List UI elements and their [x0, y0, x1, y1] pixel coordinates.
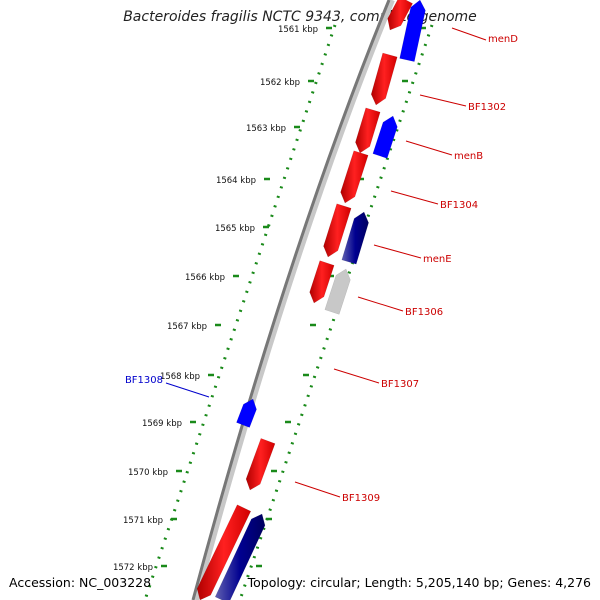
ruler-ticks: 1561 kbp 1562 kbp 1563 kbp 1564 kbp 1565 kbp… [113, 25, 426, 573]
bf1308-gene-arrow[interactable] [236, 398, 257, 428]
label-leader-line [294, 481, 341, 498]
ruler-outer-dotted [143, 24, 337, 600]
bf1304-gene-arrow[interactable] [355, 107, 381, 154]
label-leader-line [373, 244, 422, 259]
label-leader-line [357, 296, 404, 312]
gene-label-bf1307[interactable]: BF1307 [381, 379, 419, 390]
label-leader-line [390, 190, 439, 205]
ruler-tick-label: 1571 kbp [123, 516, 163, 526]
label-leader-line [333, 368, 380, 384]
label-leader-line [405, 140, 453, 156]
accession-text: Accession: NC_003228 [9, 575, 152, 590]
gene-label-bf1308[interactable]: BF1308 [125, 375, 163, 386]
gene-label-bf1302[interactable]: BF1302 [468, 102, 506, 113]
bf1302-gene-arrow[interactable] [370, 52, 398, 106]
ruler-tick-label: 1565 kbp [215, 224, 255, 234]
gene-label-bf1304[interactable]: BF1304 [440, 200, 478, 211]
ruler-tick-label: 1566 kbp [185, 273, 225, 283]
menb-gene-arrow[interactable] [372, 115, 398, 159]
gene-label-mene[interactable]: menE [423, 254, 452, 265]
label-leader-line [165, 382, 210, 398]
gene-arrow[interactable] [324, 268, 351, 315]
gene-labels: menD BF1302 menB BF1304 menE BF1306 BF1307 BF13… [125, 27, 518, 504]
ruler-tick-label: 1564 kbp [216, 176, 256, 186]
bf1307-gene-arrow[interactable] [309, 260, 335, 304]
mend-gene-arrow[interactable] [387, 0, 413, 31]
ruler-tick-label: 1569 kbp [142, 419, 182, 429]
gene-label-bf1309[interactable]: BF1309 [342, 493, 380, 504]
ruler-tick-label: 1563 kbp [246, 124, 286, 134]
ruler-tick-label: 1567 kbp [167, 322, 207, 332]
gene-arrow[interactable] [399, 0, 426, 62]
ruler-tick-label: 1568 kbp [160, 372, 200, 382]
gene-arrow[interactable] [214, 513, 266, 600]
bf1306-gene-arrow[interactable] [323, 203, 352, 258]
gene-label-mend[interactable]: menD [488, 34, 518, 45]
gene-features [196, 0, 426, 600]
gene-label-menb[interactable]: menB [454, 151, 483, 162]
backbone [191, 0, 391, 600]
backbone-shadow [193, 0, 395, 600]
ruler-inner-dotted [238, 24, 434, 600]
label-leader-line [419, 94, 467, 107]
mene-gene-arrow[interactable] [340, 150, 369, 204]
gene-label-bf1306[interactable]: BF1306 [405, 307, 443, 318]
ruler-tick-label: 1572 kbp [113, 563, 153, 573]
ruler-tick-label: 1562 kbp [260, 78, 300, 88]
ruler-tick-label: 1570 kbp [128, 468, 168, 478]
topology-summary: Topology: circular; Length: 5,205,140 bp… [247, 575, 591, 590]
ruler-tick-label: 1561 kbp [278, 25, 318, 35]
gene-arrow[interactable] [341, 211, 369, 265]
label-leader-line [451, 27, 487, 41]
gene-arrow[interactable] [196, 504, 252, 600]
bf1309-gene-arrow[interactable] [245, 438, 276, 491]
